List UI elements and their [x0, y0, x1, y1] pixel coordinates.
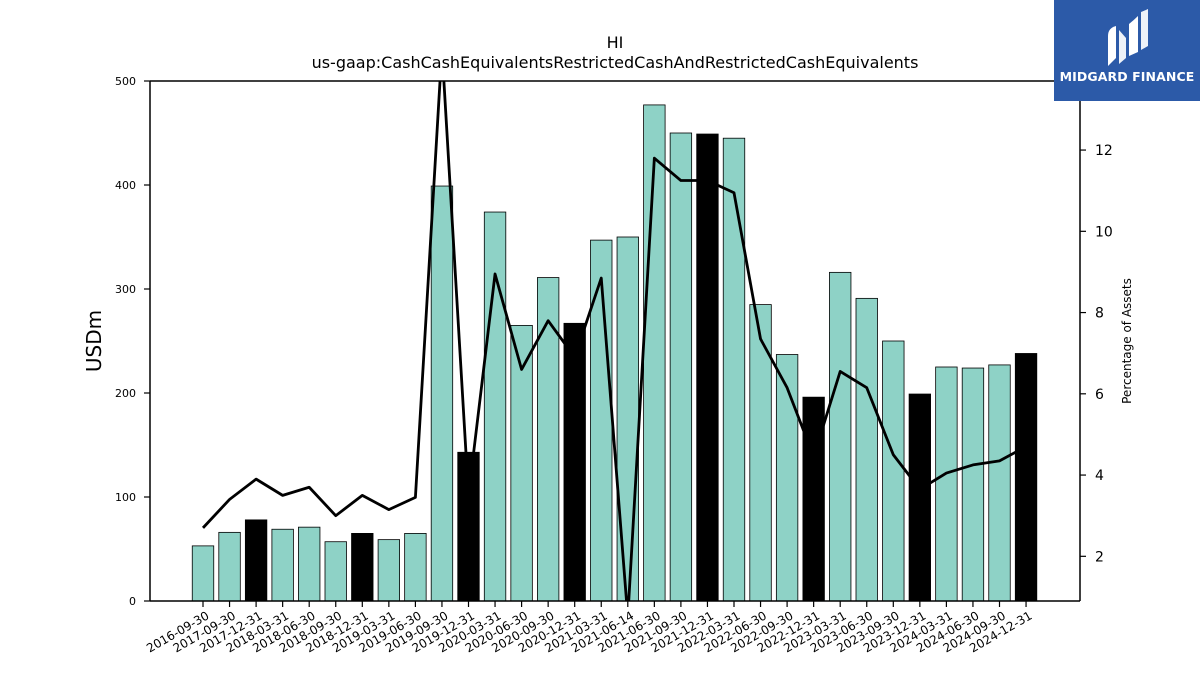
- bar: [351, 533, 374, 602]
- chart-subtitle: us-gaap:CashCashEquivalentsRestrictedCas…: [312, 53, 919, 72]
- bar: [749, 304, 772, 602]
- y-tick-label: 0: [129, 595, 136, 608]
- axes-group: 0100200300400500246810122016-09-302017-0…: [115, 75, 1113, 655]
- bar: [616, 236, 639, 602]
- y2-tick-label: 6: [1095, 387, 1104, 403]
- bar: [537, 277, 560, 602]
- y2-axis-label: Percentage of Assets: [1120, 278, 1134, 404]
- y-tick-label: 500: [115, 75, 136, 88]
- bar: [802, 396, 825, 602]
- bar: [829, 271, 852, 602]
- y2-tick-label: 10: [1095, 224, 1113, 240]
- line-group: [201, 81, 1027, 601]
- bar: [935, 366, 958, 602]
- bar: [988, 364, 1011, 602]
- y-tick-label: 400: [115, 179, 136, 192]
- bar: [324, 541, 347, 602]
- bar: [908, 393, 931, 602]
- bar: [244, 519, 268, 602]
- bar: [430, 185, 454, 602]
- bar: [404, 533, 427, 602]
- chart-title: HI: [607, 33, 624, 52]
- percentage-line: [201, 81, 1027, 601]
- bar: [218, 531, 241, 602]
- bar: [696, 133, 719, 602]
- bar: [722, 137, 746, 602]
- bars-group: [191, 104, 1038, 602]
- bar: [961, 367, 985, 602]
- logo: MIDGARD FINANCE: [1054, 0, 1200, 101]
- midgard-logo-icon: [1108, 9, 1148, 66]
- y-tick-label: 300: [115, 283, 136, 296]
- bar: [377, 539, 401, 602]
- bar: [483, 211, 507, 602]
- y2-tick-label: 12: [1095, 143, 1113, 159]
- bar: [271, 528, 294, 602]
- bar: [298, 526, 321, 602]
- bar: [1014, 353, 1038, 602]
- y-tick-label: 100: [115, 491, 136, 504]
- bar: [669, 132, 693, 602]
- logo-text: MIDGARD FINANCE: [1059, 69, 1195, 84]
- y2-tick-label: 4: [1095, 468, 1104, 484]
- bar: [563, 322, 586, 602]
- y-tick-label: 200: [115, 387, 136, 400]
- bar: [191, 545, 215, 602]
- bar: [855, 297, 878, 602]
- y2-tick-label: 8: [1095, 306, 1104, 322]
- bar: [882, 340, 905, 602]
- y-axis-label: USDm: [82, 310, 106, 372]
- y2-tick-label: 2: [1095, 549, 1104, 565]
